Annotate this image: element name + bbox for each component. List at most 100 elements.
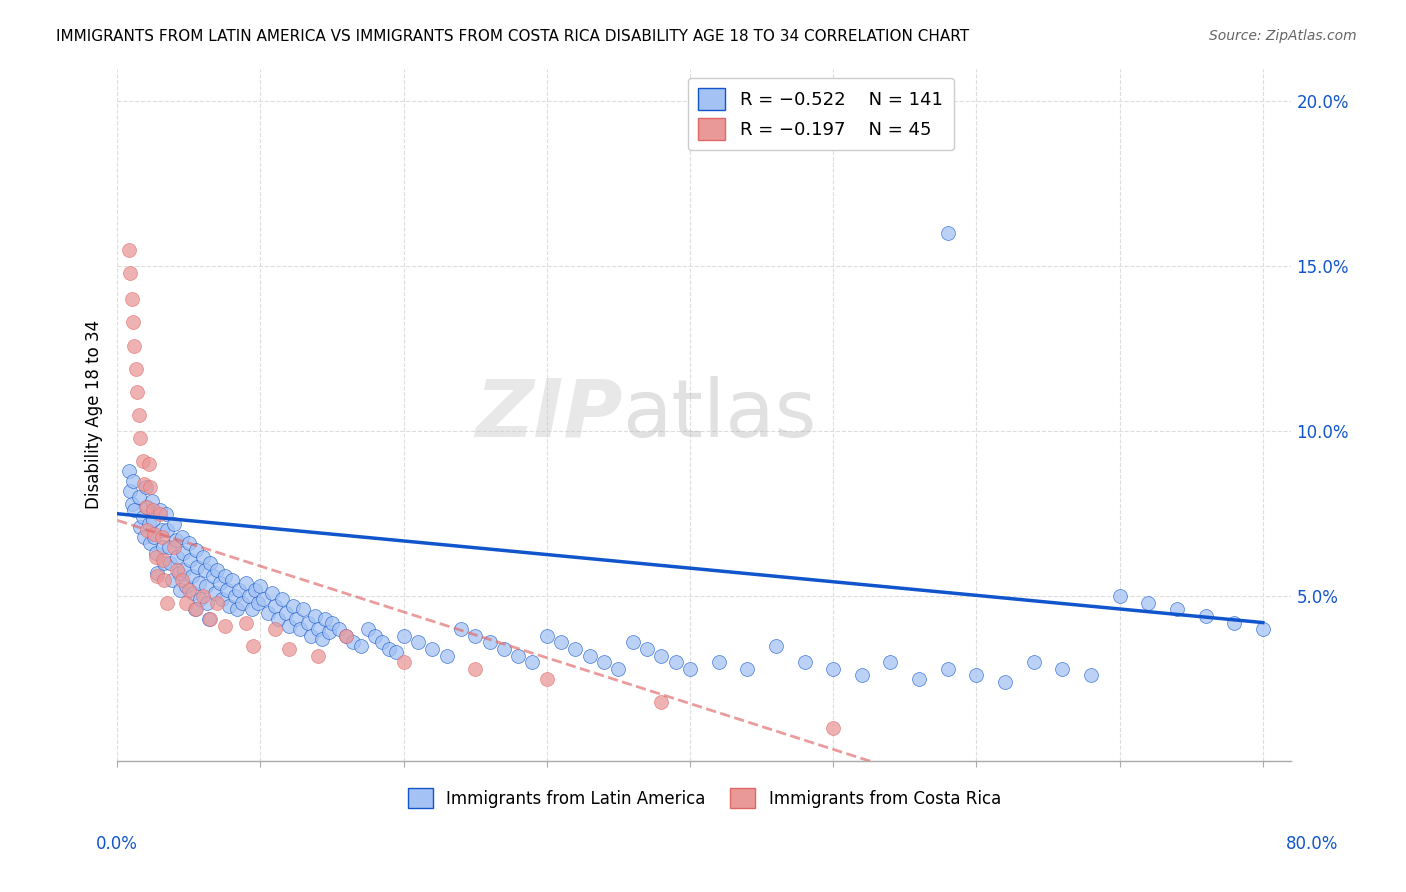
Point — [321, 615, 343, 630]
Point — [650, 695, 672, 709]
Point — [125, 361, 148, 376]
Point — [120, 266, 142, 280]
Point — [1223, 615, 1246, 630]
Point — [136, 500, 159, 515]
Point — [207, 563, 229, 577]
Point — [793, 655, 815, 669]
Point — [263, 599, 285, 613]
Point — [188, 592, 211, 607]
Point — [1052, 662, 1074, 676]
Point — [436, 648, 458, 663]
Point — [311, 632, 333, 646]
Point — [735, 662, 758, 676]
Point — [132, 454, 155, 468]
Point — [132, 510, 155, 524]
Point — [392, 629, 415, 643]
Point — [184, 602, 207, 616]
Point — [127, 384, 149, 399]
Point — [184, 543, 207, 558]
Point — [650, 648, 672, 663]
Point — [160, 573, 183, 587]
Text: atlas: atlas — [621, 376, 817, 454]
Point — [371, 635, 394, 649]
Point — [179, 553, 201, 567]
Point — [607, 662, 630, 676]
Point — [357, 622, 380, 636]
Point — [150, 523, 173, 537]
Point — [183, 602, 205, 616]
Point — [166, 563, 188, 577]
Legend: Immigrants from Latin America, Immigrants from Costa Rica: Immigrants from Latin America, Immigrant… — [401, 781, 1008, 815]
Text: Source: ZipAtlas.com: Source: ZipAtlas.com — [1209, 29, 1357, 43]
Point — [278, 619, 301, 633]
Point — [240, 602, 263, 616]
Point — [191, 589, 214, 603]
Point — [299, 629, 322, 643]
Point — [177, 582, 200, 597]
Point — [142, 503, 165, 517]
Point — [385, 645, 408, 659]
Point — [138, 457, 160, 471]
Point — [191, 549, 214, 564]
Point — [226, 602, 249, 616]
Point — [318, 625, 340, 640]
Point — [231, 596, 253, 610]
Point — [145, 546, 167, 560]
Point — [823, 721, 845, 735]
Point — [276, 606, 298, 620]
Point — [707, 655, 730, 669]
Point — [235, 576, 257, 591]
Point — [163, 540, 186, 554]
Point — [117, 243, 139, 257]
Point — [252, 592, 274, 607]
Point — [378, 642, 401, 657]
Point — [122, 315, 145, 329]
Point — [169, 582, 191, 597]
Point — [823, 662, 845, 676]
Point — [238, 589, 260, 603]
Point — [134, 530, 156, 544]
Point — [1194, 609, 1216, 624]
Text: IMMIGRANTS FROM LATIN AMERICA VS IMMIGRANTS FROM COSTA RICA DISABILITY AGE 18 TO: IMMIGRANTS FROM LATIN AMERICA VS IMMIGRA… — [56, 29, 969, 44]
Point — [138, 516, 160, 531]
Point — [492, 642, 515, 657]
Point — [139, 536, 162, 550]
Point — [406, 635, 429, 649]
Point — [136, 523, 159, 537]
Point — [249, 579, 271, 593]
Point — [200, 612, 222, 626]
Point — [187, 576, 209, 591]
Point — [202, 569, 225, 583]
Point — [129, 431, 152, 445]
Point — [263, 622, 285, 636]
Point — [121, 497, 143, 511]
Point — [464, 629, 486, 643]
Point — [157, 540, 180, 554]
Point — [349, 639, 371, 653]
Point — [217, 582, 239, 597]
Point — [165, 533, 187, 548]
Point — [879, 655, 901, 669]
Point — [214, 619, 236, 633]
Point — [152, 553, 174, 567]
Point — [297, 615, 319, 630]
Point — [464, 662, 486, 676]
Point — [342, 635, 364, 649]
Point — [908, 672, 931, 686]
Point — [335, 629, 357, 643]
Point — [121, 293, 143, 307]
Point — [364, 629, 387, 643]
Text: ZIP: ZIP — [475, 376, 621, 454]
Point — [145, 549, 167, 564]
Point — [278, 642, 301, 657]
Point — [214, 569, 236, 583]
Text: 0.0%: 0.0% — [96, 835, 138, 853]
Point — [146, 566, 169, 580]
Point — [155, 507, 177, 521]
Point — [228, 582, 250, 597]
Point — [1080, 668, 1102, 682]
Point — [209, 576, 232, 591]
Point — [143, 530, 166, 544]
Point — [134, 477, 156, 491]
Point — [508, 648, 530, 663]
